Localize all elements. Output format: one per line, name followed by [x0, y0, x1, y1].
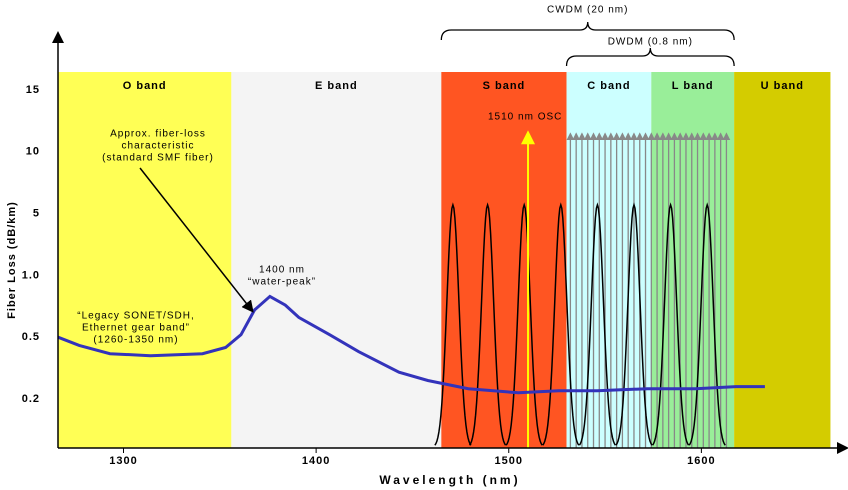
- x-tick-label: 1300: [109, 455, 137, 467]
- annotation: Approx. fiber-loss: [110, 129, 206, 140]
- band: [58, 72, 232, 448]
- cwdm-channel: [468, 202, 507, 446]
- band-label: E band: [315, 80, 358, 92]
- cwdm-channel: [505, 202, 543, 446]
- band-label: U band: [761, 80, 804, 92]
- annotation: “Legacy SONET/SDH,: [77, 311, 194, 322]
- brace-label: CWDM (20 nm): [547, 5, 628, 16]
- y-tick-label: 0.5: [22, 331, 40, 343]
- band: [651, 72, 735, 448]
- band-label: L band: [672, 80, 714, 92]
- annotation: 1400 nm: [259, 265, 305, 276]
- y-axis-label: Fiber Loss (dB/km): [6, 201, 18, 319]
- brace-label: DWDM (0.8 nm): [608, 37, 693, 48]
- annotation: characteristic: [122, 141, 195, 152]
- x-axis-label: Wavelength (nm): [379, 473, 520, 487]
- loss-curve: [57, 294, 765, 395]
- annotation-arrow: [139, 167, 254, 313]
- cwdm-channel: [578, 202, 617, 446]
- cwdm-channel: [542, 202, 580, 446]
- y-tick-label: 0.2: [22, 393, 40, 405]
- x-tick-label: 1400: [302, 455, 330, 467]
- osc-label: 1510 nm OSC: [488, 112, 562, 123]
- cwdm-channel: [651, 202, 690, 446]
- y-tick-label: 10: [26, 146, 40, 158]
- x-tick-label: 1600: [687, 455, 715, 467]
- cwdm-channel: [615, 202, 653, 446]
- band: [734, 72, 831, 448]
- annotation: Ethernet gear band”: [82, 323, 190, 334]
- y-tick-label: 1.0: [22, 269, 40, 281]
- band-label: O band: [123, 80, 167, 92]
- annotation: (standard SMF fiber): [102, 153, 214, 164]
- y-tick-label: 5: [33, 208, 40, 220]
- x-tick-label: 1500: [495, 455, 523, 467]
- band-label: C band: [587, 80, 630, 92]
- brace: [440, 21, 735, 41]
- annotation: “water-peak”: [248, 277, 316, 288]
- brace: [565, 47, 735, 67]
- band-label: S band: [483, 80, 526, 92]
- y-tick-label: 15: [26, 84, 40, 96]
- cwdm-channel: [688, 202, 726, 446]
- annotation: (1260-1350 nm): [93, 335, 178, 346]
- cwdm-channel: [434, 202, 472, 446]
- band: [231, 72, 442, 448]
